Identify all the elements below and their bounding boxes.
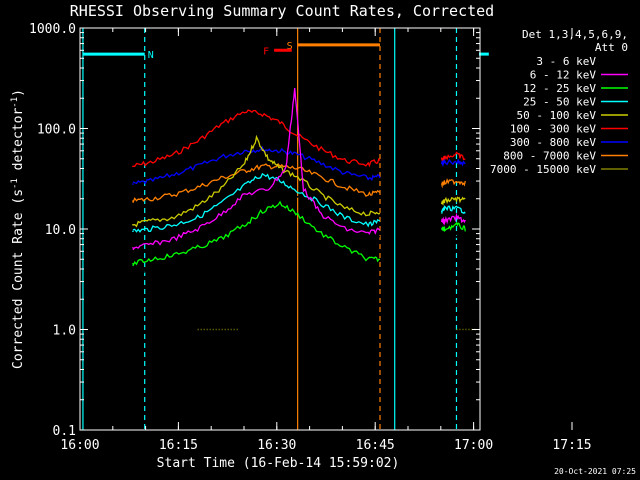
series-line-13	[441, 212, 466, 226]
legend-label-2: 12 - 25 keV	[523, 82, 596, 95]
series-start-point-4	[132, 230, 134, 233]
series-line-2	[132, 163, 381, 203]
series-start-point-15	[440, 235, 443, 237]
axes: 1000.0 100.0 10.0 1.0 0.116:00 16:15 16:30 16:4…	[29, 22, 592, 453]
series-line-7	[132, 200, 381, 267]
series-start-point-2	[132, 200, 134, 202]
series-line-15	[441, 231, 466, 241]
flag-label-n: N	[148, 50, 154, 61]
x-axis-label: Start Time (16-Feb-14 15:59:02)	[157, 456, 400, 471]
series-line-6	[132, 193, 381, 278]
flag-label-s: S	[287, 41, 293, 52]
series-line-5	[132, 88, 381, 251]
timestamp: 20-Oct-2021 07:25	[554, 467, 636, 476]
legend-label-4: 50 - 100 keV	[517, 109, 597, 122]
series-line-1	[132, 145, 381, 185]
series-start-point-7	[132, 263, 134, 265]
x-tick-label-4: 17:00	[454, 438, 493, 453]
series-line-12	[441, 205, 466, 215]
x-tick-label-2: 16:30	[257, 438, 296, 453]
y-axis-label-part: Corrected Count Rate (s	[11, 189, 26, 369]
series-start-point-13	[440, 220, 443, 222]
legend-label-0: 3 - 6 keV	[536, 55, 596, 68]
y-axis-label-part: detector	[11, 108, 26, 179]
series-line-0	[132, 109, 381, 168]
x-tick-label-1: 16:15	[159, 438, 198, 453]
legend-label-8: 7000 - 15000 keV	[490, 163, 596, 176]
x-tick-label-3: 16:45	[356, 438, 395, 453]
legend-label-6: 300 - 800 keV	[510, 136, 596, 149]
plot-frame	[79, 27, 481, 431]
legend-header-1: Att 0	[595, 41, 628, 54]
series-line-3	[132, 134, 381, 228]
legend-label-1: 6 - 12 keV	[530, 69, 597, 82]
series-line-11	[441, 196, 466, 206]
series-start-point-14	[440, 228, 443, 230]
series-start-point-0	[132, 165, 134, 168]
series-start-point-5	[132, 247, 134, 249]
series-line-10	[441, 177, 466, 189]
y-axis-label: Corrected Count Rate (s-1 detector-1)	[10, 89, 26, 369]
series-start-point-3	[132, 224, 134, 226]
y-tick-label-3: 1.0	[53, 324, 76, 339]
y-axis-label-part: -1	[10, 97, 20, 108]
x-tick-label-0: 16:00	[60, 438, 99, 453]
series-line-14	[441, 221, 466, 233]
y-tick-label-1: 100.0	[37, 123, 76, 138]
series-start-point-1	[132, 183, 134, 185]
plot-area: NSF	[82, 28, 489, 430]
legend-header-0: Det 1,3,4,5,6,9,	[522, 28, 628, 41]
y-tick-label-4: 0.1	[53, 424, 76, 439]
chart-title: RHESSI Observing Summary Count Rates, Co…	[70, 2, 494, 20]
legend-label-7: 800 - 7000 keV	[503, 150, 596, 163]
series-start-point-6	[132, 274, 134, 276]
y-axis-label-part: -1	[10, 178, 20, 189]
y-tick-label-0: 1000.0	[29, 22, 76, 37]
series-start-point-10	[440, 183, 443, 185]
y-tick-label-2: 10.0	[45, 223, 76, 238]
series-start-point-9	[440, 162, 443, 165]
series-start-point-8	[440, 157, 443, 160]
legend-label-3: 25 - 50 keV	[523, 96, 596, 109]
legend-label-5: 100 - 300 keV	[510, 123, 596, 136]
y-axis-label-part: )	[11, 89, 26, 97]
flag-label-f: F	[263, 46, 269, 57]
series-line-9	[441, 158, 466, 168]
series-line-8	[441, 151, 466, 163]
series-start-point-11	[440, 202, 443, 205]
series-line-4	[132, 172, 381, 233]
series-start-point-12	[440, 210, 443, 213]
x-tick-label-5: 17:15	[552, 438, 591, 453]
